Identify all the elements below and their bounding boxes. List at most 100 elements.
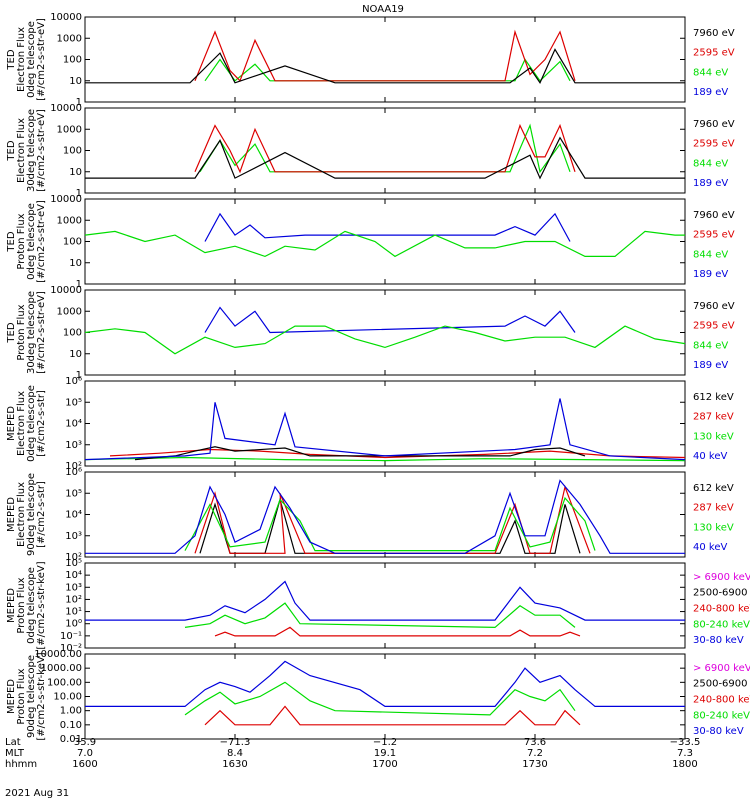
legend-entry: 7960 eV: [693, 210, 735, 221]
panel-8: 0.010.101.0010.00100.001000.0010000.00ME…: [6, 649, 750, 745]
series-line: [84, 230, 685, 258]
y-tick-label: 1.00: [60, 706, 82, 717]
legend-entry: 2595 eV: [693, 230, 735, 241]
y-tick-label: 1000: [57, 306, 82, 317]
y-tick-label: 10⁶: [65, 467, 82, 478]
legend-entry: 844 eV: [693, 67, 728, 78]
plot-frame: [84, 471, 686, 558]
y-tick-label: 10⁵: [65, 397, 82, 408]
legend-entry: 40 keV: [693, 451, 727, 462]
y-axis-label: TEDProton Flux30deg telescope[#/cm2-s-st…: [6, 291, 47, 374]
series-line: [204, 58, 571, 82]
y-axis-label-line: [#/cm2-s-str]: [36, 481, 47, 548]
y-axis-label-line: Electron Flux: [16, 118, 27, 183]
legend-entry: 7960 eV: [693, 301, 735, 312]
y-axis-label-line: 0deg telescope: [26, 567, 37, 644]
series-line: [84, 325, 686, 355]
y-tick-label: 10³: [65, 531, 82, 542]
series-group: [84, 306, 686, 355]
legend-entry: 2595 eV: [693, 139, 735, 150]
legend-entry: 844 eV: [693, 340, 728, 351]
y-tick-label: 1: [76, 188, 82, 199]
plot-title: NOAA19: [362, 4, 404, 15]
plot-frame: [84, 289, 686, 376]
series-line: [184, 681, 576, 716]
y-tick-label: 10⁴: [65, 419, 82, 430]
plot-frame: [84, 653, 686, 740]
legend-entry: 240-800 keV: [693, 695, 750, 706]
series-group: [84, 398, 686, 462]
legend-entry: 844 eV: [693, 249, 728, 260]
y-axis-label-line: Electron Flux: [16, 391, 27, 456]
series-line: [204, 212, 571, 242]
legend-entry: 2500-6900: [693, 588, 748, 599]
y-axis-label-line: MEPED: [6, 406, 17, 441]
y-tick-label: 10³: [65, 582, 82, 593]
legend-entry: 287 keV: [693, 503, 734, 514]
series-line: [85, 48, 685, 85]
y-axis-label-line: 0deg telescope: [26, 203, 37, 280]
footer-lat-label: −1.2: [373, 737, 397, 748]
y-tick-label: 100.00: [47, 677, 82, 688]
plot-frame: [84, 107, 686, 194]
y-axis-label-line: MEPED: [6, 679, 17, 714]
footer-lat-label: −71.3: [220, 737, 251, 748]
y-tick-label: 1: [76, 279, 82, 290]
y-tick-label: 1: [76, 370, 82, 381]
legend-entry: 844 eV: [693, 158, 728, 169]
legend-entry: 612 keV: [693, 483, 734, 494]
y-axis-label: TEDProton Flux0deg telescope[#/cm2-s-str…: [6, 200, 47, 283]
panel-6: 10² 10³ 10⁴ 10⁵ 10⁶ MEPEDElectron Flux90deg t…: [6, 467, 734, 563]
series-group: [85, 479, 685, 554]
y-tick-label: 1000.00: [41, 663, 82, 674]
legend-entry: 2500-6900: [693, 679, 748, 690]
y-tick-label: 10²: [65, 552, 82, 563]
legend-entry: 7960 eV: [693, 28, 735, 39]
series-line: [84, 398, 686, 461]
series-line: [184, 602, 576, 629]
y-axis-label-line: TED: [6, 231, 17, 252]
footer-lat-label: 35.9: [74, 737, 96, 748]
y-axis-label-line: [#/cm2-s-str-keV]: [36, 652, 47, 740]
footer-mlt-label: 7.0: [77, 748, 93, 759]
y-tick-label: 10000: [50, 103, 82, 114]
y-tick-label: 10000: [50, 194, 82, 205]
y-axis-label-line: 90deg telescope: [26, 473, 37, 556]
y-axis-label: MEPEDElectron Flux90deg telescope[#/cm2-…: [6, 473, 47, 556]
legend-entry: 240-800 keV: [693, 604, 750, 615]
series-line: [184, 496, 596, 552]
y-axis-label-line: 30deg telescope: [26, 291, 37, 374]
series-group: [85, 29, 685, 85]
legend-entry: 189 eV: [693, 269, 728, 280]
y-tick-label: 1000: [57, 33, 82, 44]
y-axis-label: TEDElectron Flux0deg telescope[#/cm2-s-s…: [6, 18, 47, 101]
legend-entry: 189 eV: [693, 178, 728, 189]
footer-row-label: hhmm: [5, 759, 37, 770]
series-group: [85, 660, 685, 726]
series-line: [194, 29, 576, 82]
y-axis-label-line: Proton Flux: [16, 577, 27, 633]
y-tick-label: 10: [69, 349, 82, 360]
legend-entry: 30-80 keV: [693, 635, 744, 646]
y-tick-label: 1: [76, 97, 82, 108]
y-tick-label: 10⁶: [65, 376, 82, 387]
plot-frame: [84, 562, 686, 649]
y-tick-label: 100: [63, 146, 82, 157]
y-axis-label-line: Proton Flux: [16, 213, 27, 269]
y-tick-label: 1000: [57, 124, 82, 135]
legend-entry: 80-240 keV: [693, 619, 750, 630]
y-axis-label-line: [#/cm2-s-str-eV]: [36, 200, 47, 283]
y-tick-label: 10²: [65, 461, 82, 472]
y-axis-label-line: 30deg telescope: [26, 109, 37, 192]
legend-entry: > 6900 keV: [693, 572, 750, 583]
footer-mlt-label: 7.3: [677, 748, 693, 759]
y-tick-label: 10⁰: [65, 619, 82, 630]
legend-entry: 40 keV: [693, 542, 727, 553]
y-tick-label: 10⁵: [65, 558, 82, 569]
y-axis-label-line: [#/cm2-s-str-eV]: [36, 18, 47, 101]
